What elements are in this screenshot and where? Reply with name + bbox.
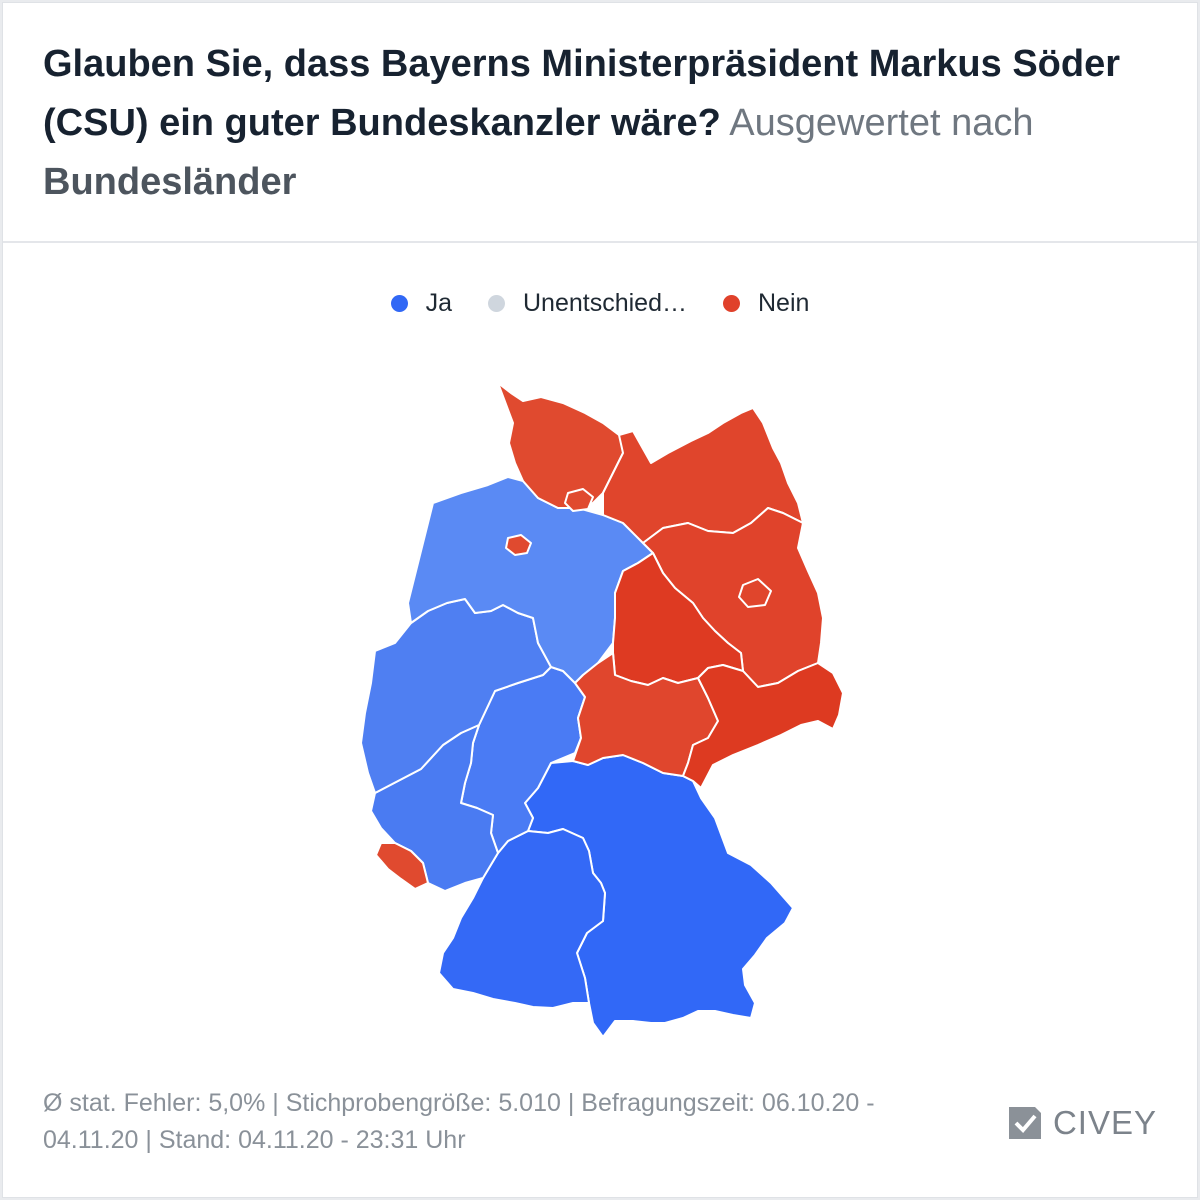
footer-note: Ø stat. Fehler: 5,0% | Stichprobengröße:… <box>43 1089 875 1154</box>
legend-item-unentschieden[interactable]: Unentschied… <box>488 289 687 318</box>
chart-title: Glauben Sie, dass Bayerns Ministerpräsid… <box>43 35 1153 212</box>
brand-name: CIVEY <box>1052 1104 1157 1141</box>
legend-label-ja: Ja <box>425 289 452 317</box>
legend-dot-nein <box>722 295 740 312</box>
region-baden-wuerttemberg[interactable] <box>438 828 606 1009</box>
legend-dot-ja <box>390 295 408 312</box>
grouping-prefix: Ausgewertet nach <box>729 102 1034 144</box>
germany-map <box>360 382 844 1038</box>
region-saarland[interactable] <box>375 842 429 890</box>
region-bremen[interactable] <box>505 534 532 556</box>
legend-item-ja[interactable]: Ja <box>390 289 452 318</box>
legend-dot-unentschieden <box>488 295 505 312</box>
grouping-value: Bundesländer <box>43 161 297 203</box>
region-hamburg[interactable] <box>564 488 594 512</box>
brand-logo[interactable]: CIVEY <box>1005 1103 1157 1143</box>
header: Glauben Sie, dass Bayerns Ministerpräsid… <box>3 3 1197 243</box>
legend-item-nein[interactable]: Nein <box>722 289 810 318</box>
grouping-text: Ausgewertet nach Bundesländer <box>43 102 1033 203</box>
legend-label-nein: Nein <box>757 289 810 317</box>
legend-label-unentschieden: Unentschied… <box>523 289 687 317</box>
region-sachsen[interactable] <box>682 662 844 789</box>
legend: Ja Unentschied… Nein <box>3 289 1197 318</box>
civey-logo-icon <box>1008 1107 1041 1139</box>
region-berlin[interactable] <box>738 578 772 608</box>
question-text: Glauben Sie, dass Bayerns Ministerpräsid… <box>43 43 1121 144</box>
